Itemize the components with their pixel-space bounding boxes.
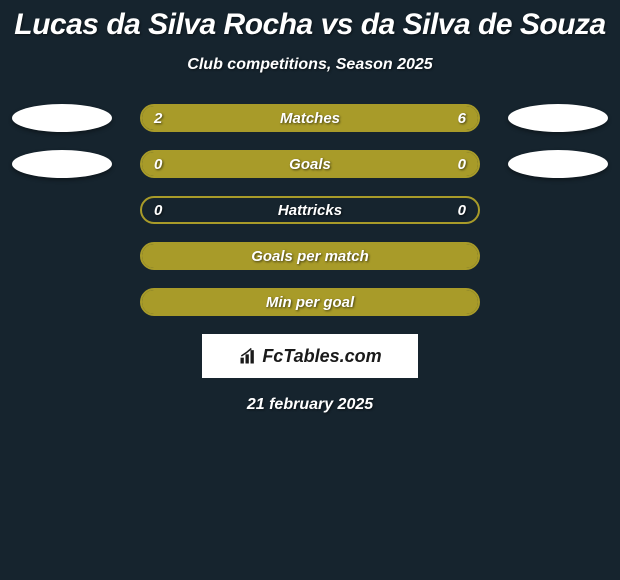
stat-value-right: 6 <box>458 106 466 130</box>
stat-row: 2Matches6 <box>0 104 620 132</box>
stat-value-right: 0 <box>458 152 466 176</box>
logo-text: FcTables.com <box>262 346 381 367</box>
stat-label: Hattricks <box>142 198 478 222</box>
player-left-ellipse <box>12 104 112 132</box>
stat-row: Goals per match <box>0 242 620 270</box>
stat-bar: 2Matches6 <box>140 104 480 132</box>
stat-label: Goals <box>142 152 478 176</box>
stat-row: 0Hattricks0 <box>0 196 620 224</box>
stat-bar: 0Goals0 <box>140 150 480 178</box>
stat-label: Min per goal <box>142 290 478 314</box>
chart-icon <box>238 346 258 366</box>
stat-label: Goals per match <box>142 244 478 268</box>
stat-bar: 0Hattricks0 <box>140 196 480 224</box>
stat-bar: Goals per match <box>140 242 480 270</box>
stat-label: Matches <box>142 106 478 130</box>
stats-container: 2Matches60Goals00Hattricks0Goals per mat… <box>0 104 620 316</box>
player-left-ellipse <box>12 150 112 178</box>
stat-row: 0Goals0 <box>0 150 620 178</box>
logo: FcTables.com <box>238 346 381 367</box>
stat-value-right: 0 <box>458 198 466 222</box>
page-subtitle: Club competitions, Season 2025 <box>0 56 620 74</box>
player-right-ellipse <box>508 104 608 132</box>
stat-row: Min per goal <box>0 288 620 316</box>
logo-box: FcTables.com <box>202 334 418 378</box>
stat-bar: Min per goal <box>140 288 480 316</box>
player-right-ellipse <box>508 150 608 178</box>
date-text: 21 february 2025 <box>0 396 620 414</box>
page-title: Lucas da Silva Rocha vs da Silva de Souz… <box>0 0 620 42</box>
